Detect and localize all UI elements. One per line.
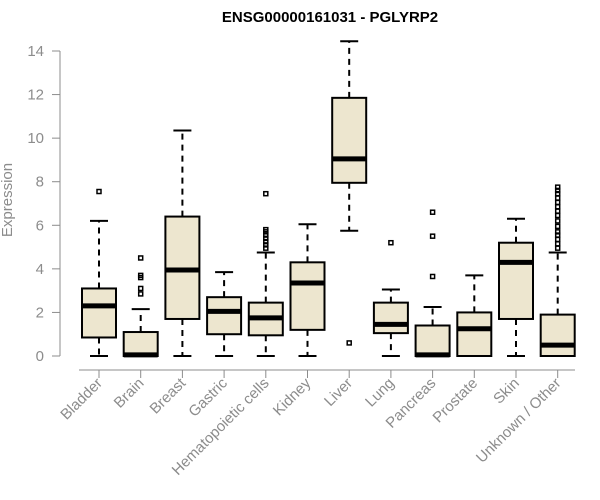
outlier-point <box>346 340 352 346</box>
x-tick-label: Lung <box>362 375 398 411</box>
y-axis-ticks: 0 2 4 6 8 10 12 14 <box>27 43 60 365</box>
outlier-point <box>554 208 561 214</box>
x-tick-label: Brain <box>111 375 148 412</box>
outlier-point <box>554 204 561 210</box>
iqr-box <box>206 296 243 336</box>
y-tick-label: 8 <box>36 174 44 191</box>
iqr-box <box>331 96 368 184</box>
outlier-point <box>429 233 436 239</box>
chart-title: ENSG00000161031 - PGLYRP2 <box>222 9 438 26</box>
outlier-point <box>554 218 561 224</box>
box-skin <box>498 217 534 357</box>
box-brain <box>122 255 159 358</box>
box-pancreas <box>414 209 451 358</box>
iqr-box <box>456 311 493 357</box>
outlier-point <box>554 223 561 230</box>
outlier-point <box>96 188 102 195</box>
box-series <box>81 40 576 358</box>
y-tick-label: 14 <box>27 43 44 60</box>
box-breast <box>164 129 201 357</box>
iqr-box <box>539 313 576 358</box>
outlier-point <box>554 236 561 243</box>
iqr-box <box>289 261 326 331</box>
outlier-point <box>554 199 561 206</box>
box-lung <box>372 239 409 357</box>
outlier-point <box>137 272 144 279</box>
iqr-box <box>372 301 409 335</box>
outlier-point <box>429 273 436 280</box>
outlier-point <box>137 285 144 292</box>
x-tick-label: Prostate <box>430 375 482 427</box>
iqr-box <box>81 287 117 339</box>
box-liver <box>331 40 368 346</box>
x-tick-label: Kidney <box>270 374 315 419</box>
outlier-point <box>388 239 394 246</box>
iqr-box <box>414 324 451 357</box>
outlier-point <box>554 241 561 247</box>
y-tick-label: 10 <box>27 130 44 147</box>
outlier-point <box>263 226 269 233</box>
box-unknown-other <box>539 184 576 358</box>
outlier-point <box>554 245 561 251</box>
box-gastric <box>206 271 243 357</box>
x-tick-label: Liver <box>321 375 356 410</box>
outlier-point <box>137 291 144 297</box>
y-tick-label: 12 <box>27 87 44 104</box>
x-tick-label: Skin <box>490 375 523 408</box>
box-prostate <box>456 274 493 357</box>
box-kidney <box>289 223 326 357</box>
x-tick-label: Bladder <box>57 375 106 424</box>
outlier-point <box>554 229 561 235</box>
outlier-point <box>554 184 561 190</box>
box-hematopoietic-cells <box>247 190 284 357</box>
y-tick-label: 2 <box>36 304 44 321</box>
outlier-point <box>554 212 561 219</box>
iqr-box <box>122 331 159 357</box>
outlier-point <box>429 209 436 215</box>
outlier-point <box>137 255 144 261</box>
y-tick-label: 6 <box>36 217 44 234</box>
outlier-point <box>263 190 269 197</box>
y-tick-label: 0 <box>36 348 44 365</box>
iqr-box <box>498 241 534 320</box>
y-axis-label: Expression <box>0 163 16 237</box>
x-tick-label: Breast <box>147 374 190 417</box>
outlier-point <box>554 195 561 201</box>
y-tick-label: 4 <box>36 261 44 278</box>
box-bladder <box>81 188 117 357</box>
